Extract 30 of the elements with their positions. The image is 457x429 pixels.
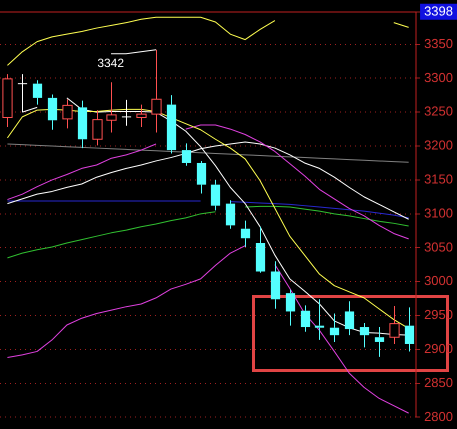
candlestick [240, 220, 250, 248]
candlestick [48, 94, 58, 130]
candlestick [256, 226, 266, 274]
annotation: 3342 [97, 56, 124, 70]
candlestick [270, 260, 280, 310]
candlestick [330, 312, 340, 342]
y-tick-label: 3050 [424, 239, 453, 254]
candlestick [314, 298, 324, 340]
candlestick [210, 179, 220, 211]
candlestick [360, 322, 370, 348]
y-tick-label: 3000 [424, 273, 453, 288]
y-tick-label: 3300 [424, 70, 453, 85]
y-tick-label: 3100 [424, 205, 453, 220]
candlestick [286, 289, 296, 326]
candlestick [32, 80, 42, 106]
candlestick [300, 304, 310, 332]
y-tick-label: 3200 [424, 138, 453, 153]
y-tick-label: 3350 [424, 36, 453, 51]
candlestick [404, 306, 414, 352]
candlestick [166, 94, 176, 154]
y-tick-label: 2850 [424, 374, 453, 390]
candlestick [344, 300, 354, 336]
y-tick-label: 3150 [424, 172, 453, 187]
candlestick [196, 160, 206, 194]
y-tick-label: 2800 [424, 408, 453, 424]
y-tick-label: 3250 [424, 104, 453, 119]
candlestick [78, 100, 88, 149]
candlestick [374, 326, 384, 358]
candlestick [182, 142, 192, 166]
y-tick-label: 3398 [424, 3, 453, 18]
